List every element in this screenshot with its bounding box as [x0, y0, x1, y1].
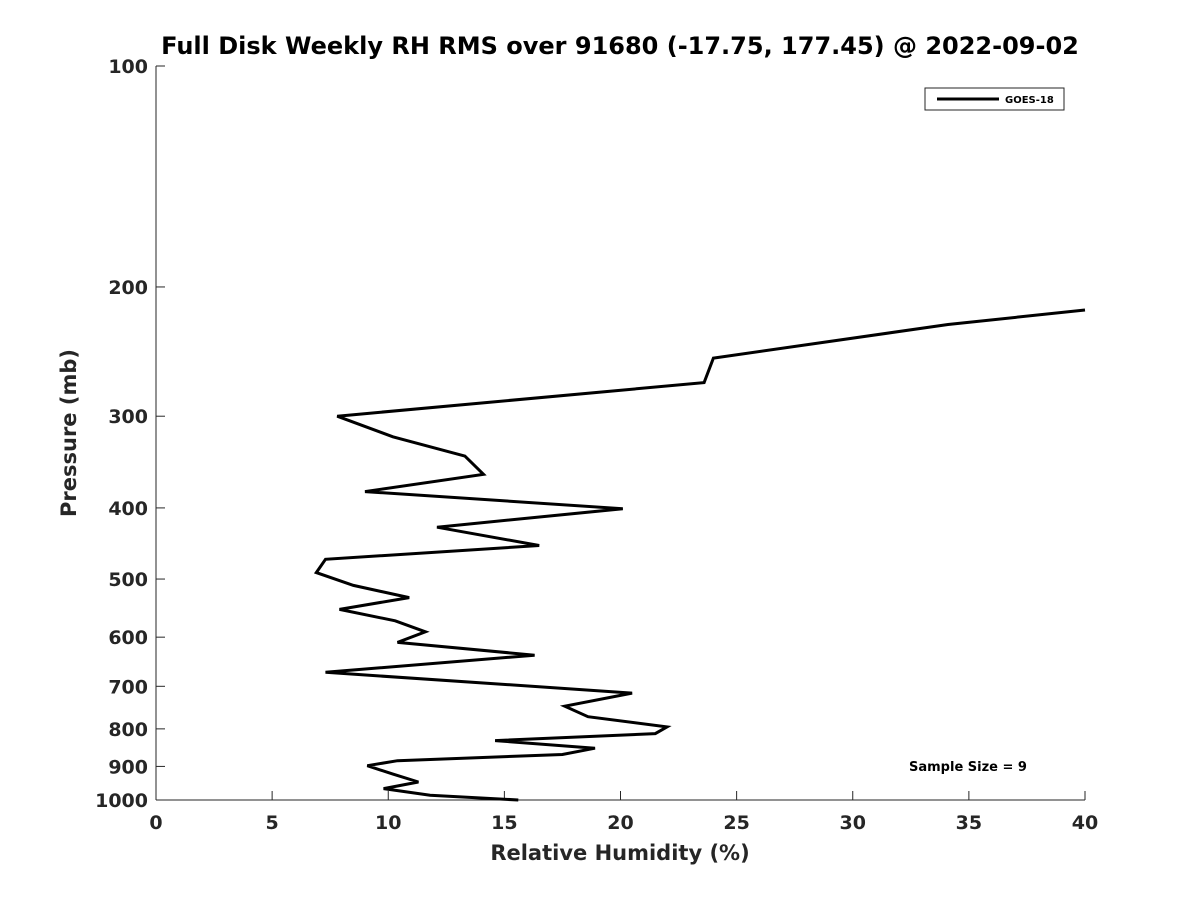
y-tick-label: 600 — [108, 627, 148, 649]
x-tick-label: 15 — [491, 812, 517, 834]
x-tick-label: 5 — [266, 812, 279, 834]
x-tick-label: 25 — [723, 812, 749, 834]
legend-label-goes-18: GOES-18 — [1005, 95, 1054, 106]
x-tick-label: 30 — [840, 812, 866, 834]
y-tick-label: 500 — [108, 569, 148, 591]
y-tick-label: 400 — [108, 498, 148, 520]
y-tick-label: 900 — [108, 756, 148, 778]
x-axis-label: Relative Humidity (%) — [490, 841, 749, 865]
x-tick-label: 20 — [607, 812, 633, 834]
y-tick-label: 300 — [108, 406, 148, 428]
x-tick-label: 35 — [956, 812, 982, 834]
y-axis-label: Pressure (mb) — [57, 349, 81, 517]
chart-title: Full Disk Weekly RH RMS over 91680 (-17.… — [161, 32, 1079, 60]
y-tick-label: 800 — [108, 719, 148, 741]
series-group — [313, 308, 1086, 802]
series-line-goes-18 — [313, 308, 1086, 802]
y-tick-label: 1000 — [95, 790, 148, 812]
sample-size-annotation: Sample Size = 9 — [909, 760, 1027, 775]
ticks: 0 5 10 15 20 25 30 35 40 100 200 300 400 500 600 700 800… — [95, 56, 1098, 834]
x-tick-label: 0 — [149, 812, 162, 834]
axes — [155, 66, 1085, 801]
y-tick-label: 100 — [108, 56, 148, 78]
legend: GOES-18 — [924, 87, 1065, 111]
y-tick-label: 200 — [108, 277, 148, 299]
x-tick-label: 40 — [1072, 812, 1098, 834]
y-tick-label: 700 — [108, 676, 148, 698]
x-tick-label: 10 — [375, 812, 401, 834]
